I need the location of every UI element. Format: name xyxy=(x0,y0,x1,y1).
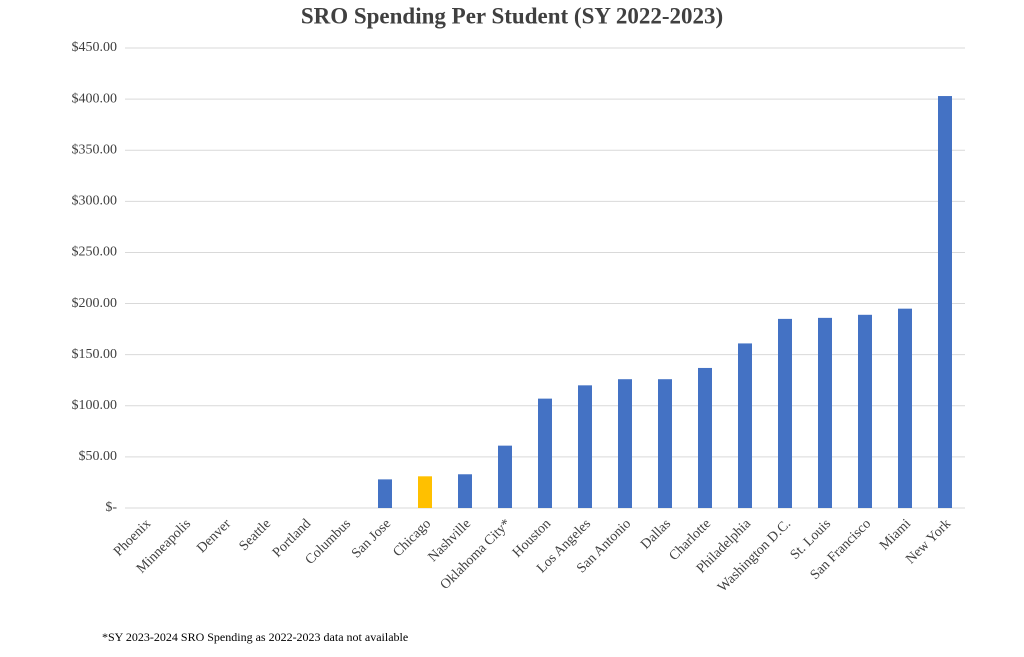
bar xyxy=(618,379,632,508)
bar xyxy=(538,398,552,508)
x-tick-label: San Jose xyxy=(349,516,394,561)
y-tick-label: $300.00 xyxy=(72,194,118,209)
bar xyxy=(498,445,512,508)
bar xyxy=(738,343,752,508)
bar xyxy=(578,385,592,508)
bar xyxy=(378,479,392,508)
bar xyxy=(898,308,912,508)
x-tick-label: Denver xyxy=(194,516,234,556)
bar xyxy=(698,367,712,508)
chart-title: SRO Spending Per Student (SY 2022-2023) xyxy=(301,3,723,28)
y-tick-label: $250.00 xyxy=(72,245,118,260)
y-tick-label: $- xyxy=(105,500,117,515)
x-tick-label: Oklahoma City* xyxy=(438,516,514,592)
x-tick-label: Seattle xyxy=(237,516,275,554)
bar xyxy=(818,317,832,508)
y-tick-label: $50.00 xyxy=(79,449,118,464)
bar xyxy=(938,96,952,509)
y-tick-label: $400.00 xyxy=(72,91,118,106)
bar xyxy=(658,379,672,508)
x-tick-label: Miami xyxy=(877,516,914,553)
bar xyxy=(418,476,432,508)
x-tick-label: Washington D.C. xyxy=(715,516,794,595)
y-tick-label: $350.00 xyxy=(72,142,118,157)
y-tick-label: $150.00 xyxy=(72,347,118,362)
bar xyxy=(778,318,792,508)
y-tick-label: $100.00 xyxy=(72,398,118,413)
footnote: *SY 2023-2024 SRO Spending as 2022-2023 … xyxy=(102,630,408,644)
y-tick-label: $450.00 xyxy=(72,40,118,55)
x-tick-label: Dallas xyxy=(638,516,674,552)
y-tick-label: $200.00 xyxy=(72,296,118,311)
bar xyxy=(458,474,472,508)
bar xyxy=(858,314,872,508)
